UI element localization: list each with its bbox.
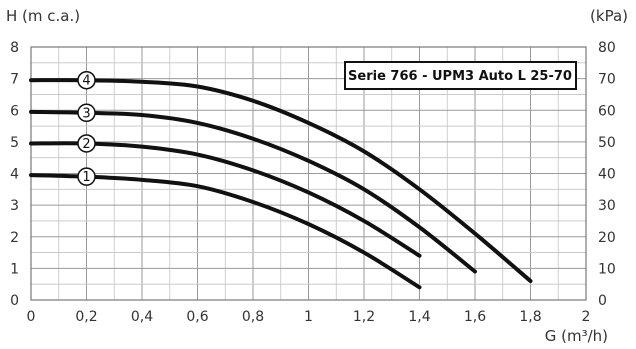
curve-label-text: 3 (82, 106, 90, 121)
x-tick-label: 0,2 (75, 309, 97, 325)
x-axis-title: G (m³/h) (545, 327, 608, 345)
x-tick-label: 1,6 (464, 309, 486, 325)
y-tick-label-right: 80 (598, 40, 616, 56)
series-line-3 (29, 109, 477, 274)
x-tick-label: 1,2 (353, 309, 375, 325)
y-tick-label-left: 1 (10, 261, 19, 277)
title-box-frame (344, 61, 577, 90)
chart-title-box: Serie 766 - UPM3 Auto L 25-70 (344, 61, 577, 90)
curve-label-circle (77, 70, 96, 90)
y-tick-label-right: 50 (598, 135, 616, 151)
curve-labels: 1 2 3 4 (77, 70, 96, 186)
y-tick-label-right: 30 (598, 198, 616, 214)
curve-label-circle (77, 167, 96, 186)
y-tick-label-left: 8 (10, 40, 19, 56)
y-tick-label-left: 3 (10, 198, 19, 214)
curve-label-text: 1 (82, 170, 90, 185)
curve-label-text: 4 (82, 74, 90, 89)
series-line-4 (29, 78, 533, 284)
y-tick-label-right: 40 (598, 167, 616, 183)
y-tick-label-left: 2 (10, 230, 19, 246)
y-tick-label-left: 0 (10, 293, 19, 309)
y-tick-label-left: 7 (10, 72, 19, 88)
y-tick-label-left: 5 (10, 135, 19, 151)
x-tick-label: 0,4 (131, 309, 153, 325)
axes: 0 0,2 0,4 0,6 0,8 1 1,2 1,4 1,6 1,8 20123456780102… (10, 40, 616, 325)
y-tick-label-left: 6 (10, 103, 19, 119)
x-tick-label: 1,8 (519, 309, 541, 325)
x-tick-label: 0,8 (242, 309, 264, 325)
curve-label-circle (77, 134, 96, 153)
y-axis-title-left: H (m c.a.) (6, 7, 80, 25)
x-tick-label: 0 (27, 309, 36, 325)
y-tick-label-right: 10 (598, 261, 616, 277)
curve-label-text: 2 (82, 137, 90, 152)
curve-label-circle (77, 103, 96, 123)
y-tick-label-right: 0 (598, 293, 607, 309)
y-axis-title-right: (kPa) (590, 7, 628, 25)
y-tick-label-right: 60 (598, 103, 616, 119)
y-tick-label-left: 4 (10, 167, 19, 183)
x-tick-label: 0,6 (186, 309, 208, 325)
y-tick-label-right: 70 (598, 72, 616, 88)
x-tick-label: 1,4 (408, 309, 430, 325)
y-tick-label-right: 20 (598, 230, 616, 246)
x-tick-label: 2 (582, 309, 591, 325)
x-tick-label: 1 (304, 309, 313, 325)
chart-title: Serie 766 - UPM3 Auto L 25-70 (348, 69, 572, 84)
